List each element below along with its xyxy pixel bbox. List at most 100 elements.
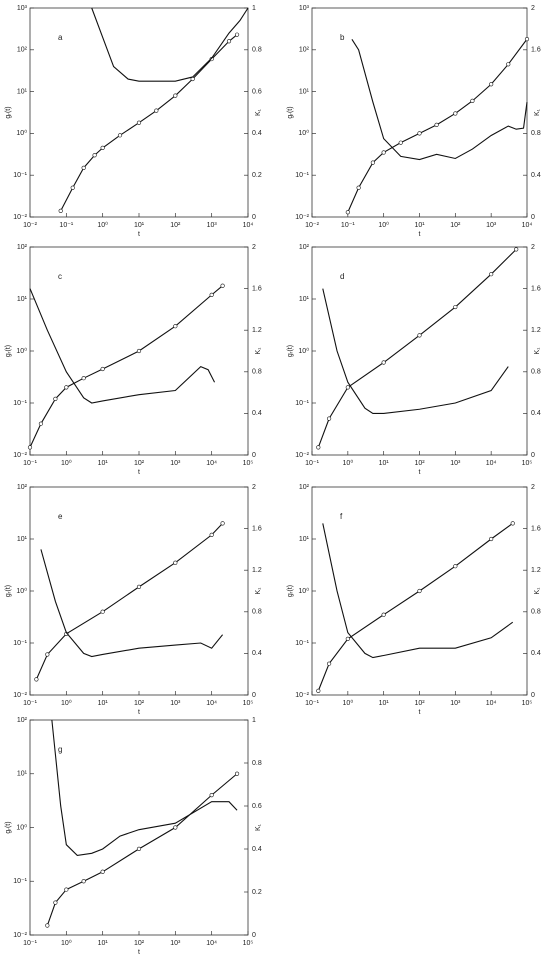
k1-line bbox=[40, 549, 224, 658]
x-tick-label: 10⁰ bbox=[61, 699, 72, 707]
g-point bbox=[81, 376, 86, 381]
y-tick-label: 10⁰ bbox=[16, 347, 27, 355]
y2-tick-label: 0.2 bbox=[252, 889, 262, 896]
x-axis-label: t bbox=[419, 709, 421, 716]
panel-letter: a bbox=[58, 33, 63, 42]
g-point bbox=[370, 160, 375, 165]
y-tick-label: 10² bbox=[17, 717, 28, 724]
g-line bbox=[35, 522, 223, 680]
x-tick-label: 10⁻¹ bbox=[59, 222, 73, 229]
g-point bbox=[489, 272, 494, 277]
y2-tick-label: 0.2 bbox=[252, 172, 262, 179]
x-tick-label: 10² bbox=[450, 222, 461, 229]
y2-tick-label: 0 bbox=[531, 452, 535, 459]
y-tick-label: 10¹ bbox=[17, 296, 28, 303]
y2-tick-label: 1.6 bbox=[252, 285, 262, 292]
y2-tick-label: 0 bbox=[252, 932, 256, 939]
g-line bbox=[60, 34, 238, 212]
x-tick-label: 10² bbox=[134, 700, 145, 707]
x-tick-label: 10⁴ bbox=[206, 460, 217, 467]
y2-tick-label: 0 bbox=[252, 214, 256, 221]
y-tick-label: 10² bbox=[17, 484, 28, 491]
k1-line bbox=[29, 288, 216, 404]
y2-tick-label: 1.6 bbox=[531, 285, 541, 292]
x-tick-label: 10⁻¹ bbox=[23, 460, 37, 467]
y-tick-label: 10⁰ bbox=[298, 129, 309, 137]
y2-tick-label: 2 bbox=[531, 244, 535, 251]
x-tick-label: 10² bbox=[170, 222, 181, 229]
y2-tick-label: 0 bbox=[531, 214, 535, 221]
x-axis-label: t bbox=[138, 709, 140, 716]
g-point bbox=[220, 521, 225, 526]
y-tick-label: 10⁻² bbox=[13, 214, 27, 221]
x-tick-label: 10¹ bbox=[98, 460, 109, 467]
panel: 10⁻¹ 10⁰ 10¹ 10² 10³ 10⁴ 10⁵10⁻²10⁻¹10⁰10¹10²0… bbox=[287, 484, 541, 716]
panel-letter: d bbox=[340, 272, 344, 281]
y-tick-label: 10⁻² bbox=[13, 452, 27, 459]
k1-line bbox=[322, 523, 514, 659]
g-point bbox=[524, 37, 530, 42]
g-point bbox=[209, 532, 214, 537]
panel: 10⁻¹ 10⁰ 10¹ 10² 10³ 10⁴ 10⁵10⁻²10⁻¹10⁰10¹10²0… bbox=[5, 244, 262, 476]
g-point bbox=[417, 131, 422, 136]
y2-tick-label: 0 bbox=[252, 692, 256, 699]
plot-frame bbox=[29, 486, 249, 696]
y-tick-label: 10¹ bbox=[299, 296, 310, 303]
g-point bbox=[345, 636, 350, 641]
plot-frame bbox=[29, 7, 249, 218]
y-tick-label: 10⁰ bbox=[298, 347, 309, 355]
x-tick-label: 10⁵ bbox=[243, 460, 254, 467]
panel: 10⁻¹ 10⁰ 10¹ 10² 10³ 10⁴ 10⁵10⁻²10⁻¹10⁰10¹10²0… bbox=[5, 484, 262, 716]
g-point bbox=[489, 536, 494, 542]
y2-tick-label: 2 bbox=[252, 484, 256, 491]
y2-tick-label: 0.8 bbox=[252, 609, 262, 616]
g-line bbox=[317, 248, 517, 448]
y2-tick-label: 1 bbox=[252, 717, 256, 724]
y2-tick-label: 1.2 bbox=[531, 327, 541, 334]
g-line bbox=[29, 285, 223, 448]
x-tick-label: 10¹ bbox=[98, 700, 109, 707]
x-tick-label: 10⁴ bbox=[243, 222, 254, 229]
y2-tick-label: 1.6 bbox=[531, 47, 541, 54]
y2-axis-label: K₁ bbox=[534, 587, 541, 595]
y2-tick-label: 0.6 bbox=[252, 803, 262, 810]
k1-line bbox=[322, 288, 509, 414]
y-axis-label: gᵣ(t) bbox=[287, 585, 294, 597]
g-point bbox=[100, 609, 105, 614]
x-tick-label: 10⁰ bbox=[61, 459, 72, 467]
g-point bbox=[64, 385, 69, 390]
g-point bbox=[356, 185, 361, 190]
y-tick-label: 10⁰ bbox=[298, 587, 309, 595]
g-point bbox=[417, 333, 422, 338]
panel: 10⁻¹ 10⁰ 10¹ 10² 10³ 10⁴ 10⁵10⁻²10⁻¹10⁰10¹10²0… bbox=[5, 717, 262, 956]
x-tick-label: 10¹ bbox=[134, 222, 145, 229]
y2-tick-label: 0.4 bbox=[531, 410, 541, 417]
y-tick-label: 10¹ bbox=[299, 88, 310, 95]
y2-tick-label: 0.4 bbox=[252, 130, 262, 137]
x-tick-label: 10³ bbox=[207, 222, 218, 229]
y-tick-label: 10⁻² bbox=[13, 932, 27, 939]
y2-tick-label: 0.4 bbox=[252, 410, 262, 417]
x-axis-label: t bbox=[138, 949, 140, 956]
x-tick-label: 10⁻¹ bbox=[23, 940, 37, 947]
y-tick-label: 10⁻¹ bbox=[13, 172, 27, 179]
x-tick-label: 10³ bbox=[450, 460, 461, 467]
y2-tick-label: 0.8 bbox=[252, 760, 262, 767]
g-line bbox=[317, 522, 514, 692]
g-point bbox=[173, 560, 178, 565]
y2-tick-label: 0 bbox=[531, 692, 535, 699]
x-tick-label: 10³ bbox=[170, 700, 181, 707]
x-tick-label: 10¹ bbox=[98, 940, 109, 947]
x-tick-label: 10¹ bbox=[379, 460, 390, 467]
g-point bbox=[117, 133, 123, 138]
x-tick-label: 10⁻¹ bbox=[305, 700, 319, 707]
plot-frame bbox=[29, 719, 249, 936]
x-tick-label: 10⁵ bbox=[522, 700, 533, 707]
g-point bbox=[100, 366, 105, 372]
y-tick-label: 10⁻² bbox=[13, 692, 27, 699]
g-point bbox=[453, 111, 458, 116]
x-tick-label: 10⁻² bbox=[305, 222, 319, 229]
g-point bbox=[27, 445, 33, 450]
x-tick-label: 10⁻¹ bbox=[341, 222, 355, 229]
